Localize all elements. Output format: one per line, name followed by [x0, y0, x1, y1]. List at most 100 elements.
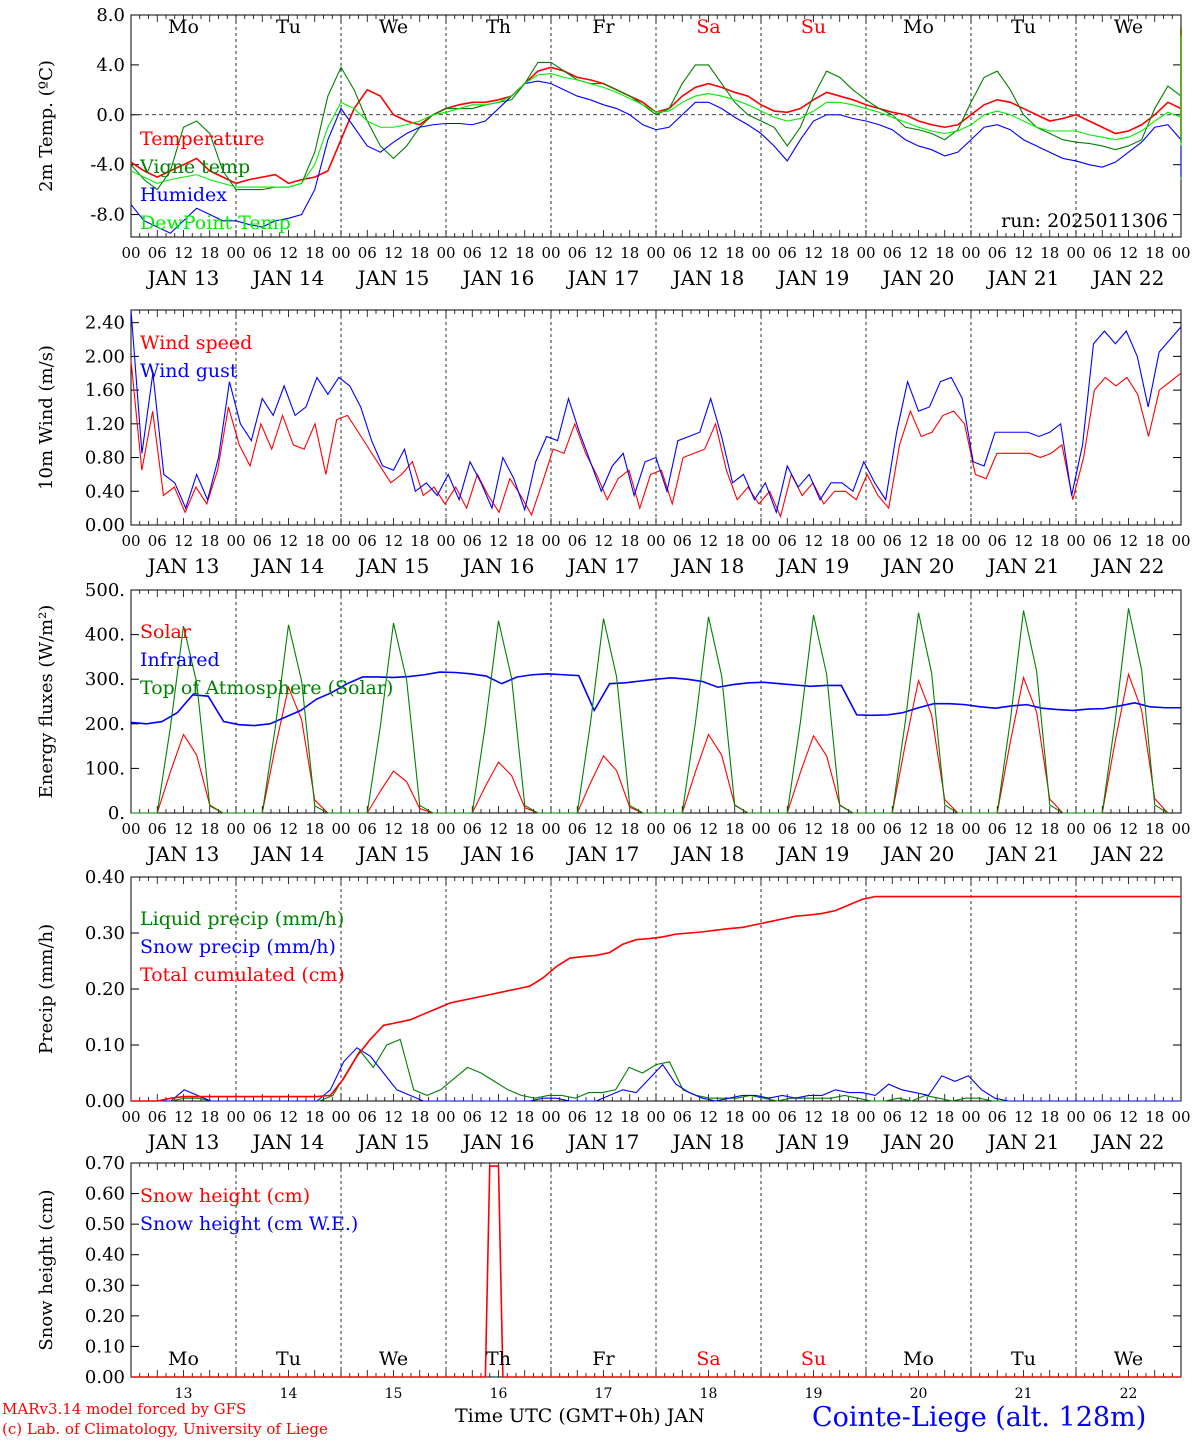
- series-line: [130, 360, 1182, 519]
- x-date-label: JAN 19: [776, 266, 850, 290]
- weekday-label: Th: [486, 1348, 511, 1370]
- bottom-day-number: 15: [385, 1386, 403, 1402]
- x-date-label: JAN 22: [1091, 554, 1165, 578]
- x-hour-label: 06: [1093, 244, 1112, 262]
- y-tick-label: 0.40: [85, 867, 125, 888]
- x-date-label: JAN 21: [986, 554, 1060, 578]
- legend-entry: Humidex: [140, 184, 227, 206]
- x-hour-label: 00: [856, 244, 875, 262]
- x-hour-label: 06: [883, 820, 902, 838]
- y-axis-label: 2m Temp. (ºC): [36, 60, 57, 192]
- legend-entry: Snow height (cm W.E.): [140, 1213, 358, 1235]
- x-hour-label: 12: [279, 532, 298, 550]
- y-tick-label: 0.50: [85, 1214, 125, 1235]
- x-hour-label: 12: [489, 820, 508, 838]
- weekday-label: Tu: [276, 1348, 301, 1370]
- x-date-label: JAN 17: [566, 266, 640, 290]
- weekday-label: We: [1114, 1348, 1143, 1370]
- x-hour-label: 12: [594, 820, 613, 838]
- x-hour-label: 00: [1171, 1108, 1190, 1126]
- x-hour-label: 12: [384, 244, 403, 262]
- x-date-label: JAN 16: [461, 842, 535, 866]
- series-line: [130, 39, 1182, 234]
- x-date-label: JAN 13: [146, 266, 220, 290]
- x-hour-label: 12: [699, 244, 718, 262]
- x-date-label: JAN 19: [776, 554, 850, 578]
- x-hour-label: 06: [778, 820, 797, 838]
- y-tick-label: 1.60: [85, 380, 125, 401]
- footer-model-credit: MARv3.14 model forced by GFS: [2, 1400, 247, 1418]
- x-hour-label: 06: [673, 820, 692, 838]
- bottom-day-number: 21: [1015, 1386, 1033, 1402]
- series-line: [130, 36, 1182, 188]
- x-date-label: JAN 13: [146, 1130, 220, 1154]
- x-hour-label: 00: [1066, 820, 1085, 838]
- weekday-label: Su: [801, 16, 826, 38]
- y-tick-label: 0.00: [85, 1091, 125, 1112]
- weekday-label: Mo: [168, 16, 199, 38]
- x-hour-label: 12: [1119, 1108, 1138, 1126]
- x-hour-label: 18: [200, 820, 219, 838]
- x-hour-label: 00: [226, 820, 245, 838]
- x-hour-label: 12: [594, 244, 613, 262]
- x-hour-label: 06: [148, 244, 167, 262]
- x-hour-label: 06: [568, 1108, 587, 1126]
- x-date-label: JAN 18: [671, 554, 745, 578]
- x-hour-label: 06: [463, 244, 482, 262]
- x-hour-label: 06: [358, 820, 377, 838]
- x-hour-label: 00: [541, 1108, 560, 1126]
- x-hour-label: 06: [778, 1108, 797, 1126]
- x-hour-label: 18: [935, 532, 954, 550]
- weekday-label: Su: [801, 1348, 826, 1370]
- x-hour-label: 12: [384, 532, 403, 550]
- weekday-label: Fr: [592, 1348, 615, 1370]
- x-hour-label: 12: [699, 820, 718, 838]
- weekday-label: We: [1114, 16, 1143, 38]
- x-date-label: JAN 22: [1091, 266, 1165, 290]
- x-hour-label: 06: [463, 1108, 482, 1126]
- legend-entry: Snow precip (mm/h): [140, 936, 336, 958]
- bottom-day-number: 13: [175, 1386, 193, 1402]
- x-hour-label: 12: [1014, 1108, 1033, 1126]
- x-hour-label: 12: [804, 244, 823, 262]
- x-date-label: JAN 20: [881, 842, 955, 866]
- x-hour-label: 12: [699, 1108, 718, 1126]
- x-hour-label: 06: [988, 532, 1007, 550]
- y-tick-label: 0.20: [85, 1306, 125, 1327]
- x-hour-label: 18: [725, 820, 744, 838]
- y-tick-label: 0.70: [85, 1153, 125, 1174]
- x-hour-label: 06: [148, 1108, 167, 1126]
- bottom-day-number: 22: [1120, 1386, 1138, 1402]
- bottom-day-number: 20: [910, 1386, 928, 1402]
- x-hour-label: 00: [541, 244, 560, 262]
- x-hour-label: 06: [358, 532, 377, 550]
- y-tick-label: 0.10: [85, 1035, 125, 1056]
- x-hour-label: 18: [515, 1108, 534, 1126]
- x-date-label: JAN 16: [461, 1130, 535, 1154]
- x-hour-label: 12: [1014, 820, 1033, 838]
- x-hour-label: 18: [305, 1108, 324, 1126]
- x-hour-label: 18: [200, 532, 219, 550]
- x-date-label: JAN 19: [776, 842, 850, 866]
- panel-3: [130, 589, 1182, 814]
- x-hour-label: 18: [1145, 820, 1164, 838]
- x-date-label: JAN 13: [146, 554, 220, 578]
- x-date-label: JAN 15: [356, 1130, 430, 1154]
- x-hour-label: 12: [594, 532, 613, 550]
- x-hour-label: 00: [1171, 820, 1190, 838]
- legend-entry: DewPoint Temp: [140, 212, 291, 234]
- x-hour-label: 00: [226, 532, 245, 550]
- panel-2: [130, 309, 1182, 526]
- x-axis-title: Time UTC (GMT+0h) JAN: [455, 1405, 705, 1427]
- x-hour-label: 18: [935, 1108, 954, 1126]
- legend-entry: Wind gust: [140, 360, 238, 382]
- x-hour-label: 00: [541, 532, 560, 550]
- x-hour-label: 00: [121, 1108, 140, 1126]
- x-hour-label: 00: [751, 244, 770, 262]
- x-date-label: JAN 18: [671, 266, 745, 290]
- x-hour-label: 00: [856, 1108, 875, 1126]
- x-hour-label: 06: [253, 1108, 272, 1126]
- x-date-label: JAN 22: [1091, 842, 1165, 866]
- x-hour-label: 12: [279, 244, 298, 262]
